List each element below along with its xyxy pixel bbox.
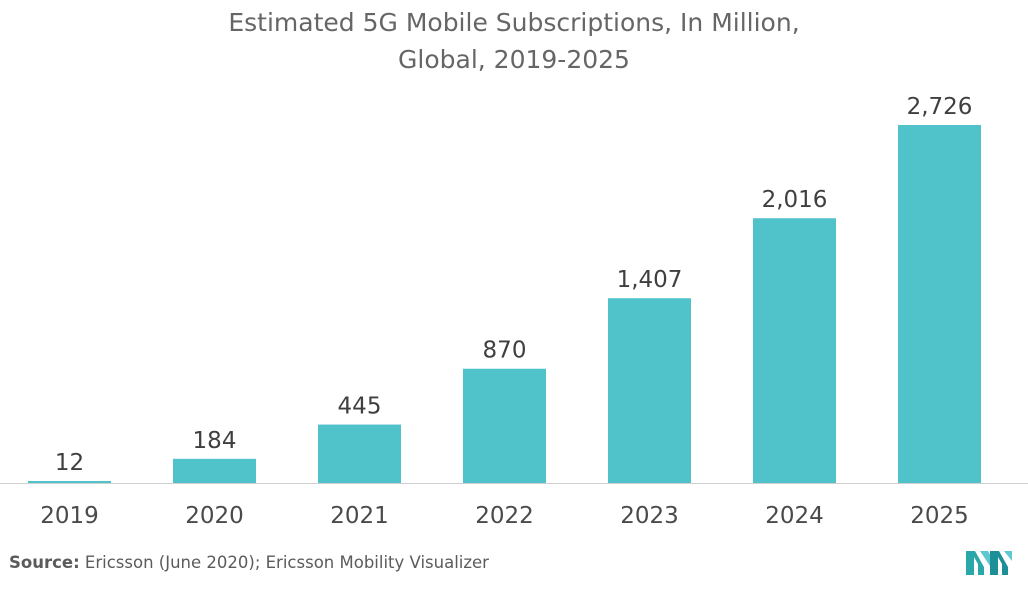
x-tick-label-2025: 2025 <box>910 503 969 529</box>
x-tick-label-2023: 2023 <box>620 503 679 529</box>
data-label-2019: 12 <box>55 450 84 476</box>
data-label-2023: 1,407 <box>617 267 683 293</box>
chart-title: Estimated 5G Mobile Subscriptions, In Mi… <box>0 4 1028 78</box>
source-label: Source: <box>9 553 80 572</box>
data-label-2020: 184 <box>193 428 237 454</box>
bar-2020 <box>173 458 256 483</box>
x-tick-label-2019: 2019 <box>40 503 99 529</box>
bar-2019 <box>28 481 111 483</box>
data-label-2024: 2,016 <box>762 187 828 213</box>
bar-2022 <box>463 368 546 483</box>
x-tick-label-2020: 2020 <box>185 503 244 529</box>
data-label-2022: 870 <box>483 338 527 364</box>
source-note: Source: Ericsson (June 2020); Ericsson M… <box>9 553 489 572</box>
bar-2025 <box>898 125 981 483</box>
chart-title-line-1: Estimated 5G Mobile Subscriptions, In Mi… <box>228 8 800 37</box>
source-text: Ericsson (June 2020); Ericsson Mobility … <box>79 553 489 572</box>
x-tick-label-2022: 2022 <box>475 503 534 529</box>
x-tick-label-2021: 2021 <box>330 503 389 529</box>
bar-2023 <box>608 298 691 483</box>
x-tick-label-2024: 2024 <box>765 503 824 529</box>
mordor-logo-icon <box>966 551 1012 575</box>
bar-2024 <box>753 218 836 483</box>
chart-title-line-2: Global, 2019-2025 <box>398 45 630 74</box>
data-label-2025: 2,726 <box>907 94 973 120</box>
bar-2021 <box>318 424 401 483</box>
data-label-2021: 445 <box>338 394 382 420</box>
